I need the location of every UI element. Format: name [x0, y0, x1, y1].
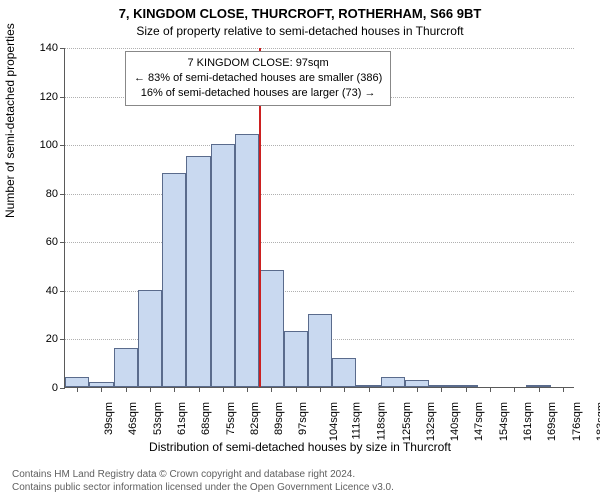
chart-title-main: 7, KINGDOM CLOSE, THURCROFT, ROTHERHAM, …	[0, 6, 600, 21]
x-tick-mark	[296, 387, 297, 392]
x-tick-mark	[393, 387, 394, 392]
x-tick-label: 132sqm	[425, 402, 437, 441]
x-tick-label: 68sqm	[200, 402, 212, 435]
histogram-bar	[138, 290, 162, 387]
y-tick-mark	[60, 291, 65, 292]
y-axis-label: Number of semi-detached properties	[3, 23, 17, 218]
x-tick-mark	[369, 387, 370, 392]
plot-area: 7 KINGDOM CLOSE: 97sqm← 83% of semi-deta…	[64, 48, 574, 388]
x-tick-label: 39sqm	[103, 402, 115, 435]
histogram-bar	[308, 314, 332, 387]
x-tick-mark	[514, 387, 515, 392]
histogram-bar	[65, 377, 89, 387]
x-tick-label: 154sqm	[498, 402, 510, 441]
x-tick-label: 169sqm	[546, 402, 558, 441]
x-tick-label: 97sqm	[297, 402, 309, 435]
y-tick-mark	[60, 48, 65, 49]
histogram-bar	[114, 348, 138, 387]
histogram-bar	[211, 144, 235, 387]
histogram-bar	[186, 156, 210, 387]
x-tick-mark	[101, 387, 102, 392]
y-tick-label: 60	[22, 236, 58, 248]
x-tick-label: 176sqm	[571, 402, 583, 441]
x-tick-label: 125sqm	[401, 402, 413, 441]
x-tick-mark	[247, 387, 248, 392]
x-tick-mark	[174, 387, 175, 392]
x-tick-label: 140sqm	[449, 402, 461, 441]
x-tick-mark	[271, 387, 272, 392]
footer-line-1: Contains HM Land Registry data © Crown c…	[12, 468, 588, 481]
gridline	[65, 242, 574, 243]
x-tick-label: 89sqm	[273, 402, 285, 435]
x-tick-mark	[150, 387, 151, 392]
y-tick-mark	[60, 388, 65, 389]
x-tick-mark	[563, 387, 564, 392]
x-tick-label: 118sqm	[376, 402, 388, 440]
chart-title-sub: Size of property relative to semi-detach…	[0, 24, 600, 38]
x-tick-label: 82sqm	[249, 402, 261, 435]
y-tick-mark	[60, 242, 65, 243]
y-tick-label: 80	[22, 188, 58, 200]
x-tick-mark	[199, 387, 200, 392]
x-tick-label: 147sqm	[474, 402, 486, 441]
x-tick-mark	[126, 387, 127, 392]
y-tick-mark	[60, 339, 65, 340]
x-axis-label: Distribution of semi-detached houses by …	[0, 440, 600, 454]
histogram-bar	[259, 270, 283, 387]
y-tick-label: 140	[22, 42, 58, 54]
y-tick-label: 0	[22, 382, 58, 394]
x-tick-mark	[417, 387, 418, 392]
x-tick-mark	[223, 387, 224, 392]
x-tick-mark	[539, 387, 540, 392]
y-tick-mark	[60, 194, 65, 195]
histogram-bar	[405, 380, 429, 387]
gridline	[65, 48, 574, 49]
histogram-bar	[284, 331, 308, 387]
x-tick-mark	[490, 387, 491, 392]
y-tick-mark	[60, 145, 65, 146]
histogram-bar	[332, 358, 356, 387]
y-tick-label: 120	[22, 91, 58, 103]
x-tick-mark	[77, 387, 78, 392]
footer-line-2: Contains public sector information licen…	[12, 481, 588, 494]
gridline	[65, 145, 574, 146]
y-tick-label: 20	[22, 333, 58, 345]
x-tick-mark	[344, 387, 345, 392]
tooltip-line: 16% of semi-detached houses are larger (…	[134, 86, 382, 101]
x-tick-label: 111sqm	[351, 402, 363, 440]
gridline	[65, 194, 574, 195]
x-tick-mark	[320, 387, 321, 392]
x-tick-label: 61sqm	[176, 402, 188, 435]
chart-footer: Contains HM Land Registry data © Crown c…	[12, 468, 588, 494]
x-tick-label: 183sqm	[595, 402, 600, 441]
x-tick-label: 53sqm	[152, 402, 164, 435]
tooltip-line: ← 83% of semi-detached houses are smalle…	[134, 71, 382, 86]
y-tick-mark	[60, 97, 65, 98]
tooltip-line: 7 KINGDOM CLOSE: 97sqm	[134, 56, 382, 71]
x-tick-label: 161sqm	[522, 402, 534, 441]
x-tick-mark	[466, 387, 467, 392]
histogram-bar	[162, 173, 186, 387]
histogram-bar	[381, 377, 405, 387]
x-tick-label: 75sqm	[225, 402, 237, 435]
y-tick-label: 40	[22, 285, 58, 297]
chart-tooltip: 7 KINGDOM CLOSE: 97sqm← 83% of semi-deta…	[125, 51, 391, 106]
x-tick-label: 46sqm	[127, 402, 139, 435]
histogram-bar	[235, 134, 259, 387]
x-tick-label: 104sqm	[328, 402, 340, 441]
y-tick-label: 100	[22, 139, 58, 151]
x-tick-mark	[441, 387, 442, 392]
